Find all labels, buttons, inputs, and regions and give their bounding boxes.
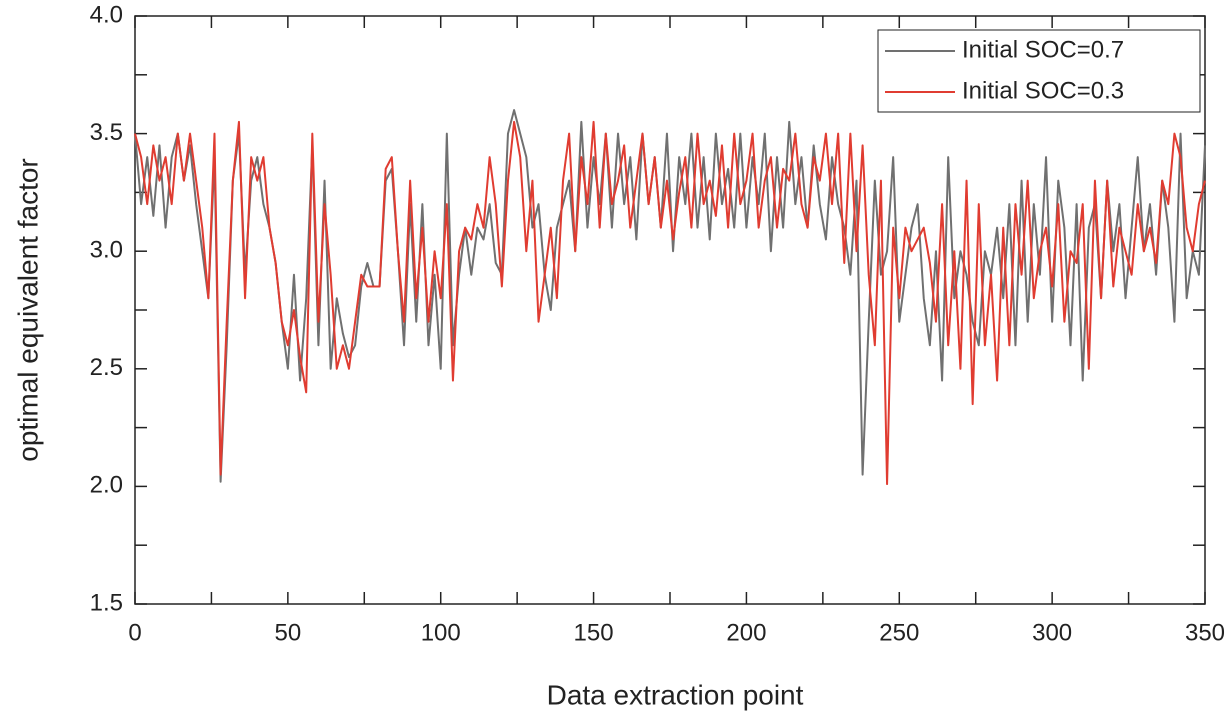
x-tick-label: 250 [879, 619, 919, 646]
line-series [134, 109, 1206, 483]
y-axis-label: optimal equivalent factor [12, 158, 43, 462]
x-tick-label: 100 [421, 619, 461, 646]
x-tick-label: 300 [1032, 619, 1072, 646]
y-tick-label: 3.0 [90, 237, 123, 264]
y-tick-label: 2.5 [90, 354, 123, 381]
y-tick-label: 3.5 [90, 119, 123, 146]
x-tick-label: 50 [275, 619, 302, 646]
legend-label: Initial SOC=0.7 [962, 36, 1124, 63]
x-tick-label: 150 [574, 619, 614, 646]
x-axis-label: Data extraction point [547, 679, 804, 710]
y-tick-label: 4.0 [90, 1, 123, 28]
x-tick-label: 200 [726, 619, 766, 646]
y-tick-label: 2.0 [90, 472, 123, 499]
x-tick-label: 0 [128, 619, 141, 646]
line-series [134, 120, 1206, 486]
legend-box [877, 29, 1201, 113]
legend-label: Initial SOC=0.3 [962, 77, 1124, 104]
y-tick-label: 1.5 [90, 589, 123, 616]
x-tick-label: 350 [1185, 619, 1225, 646]
